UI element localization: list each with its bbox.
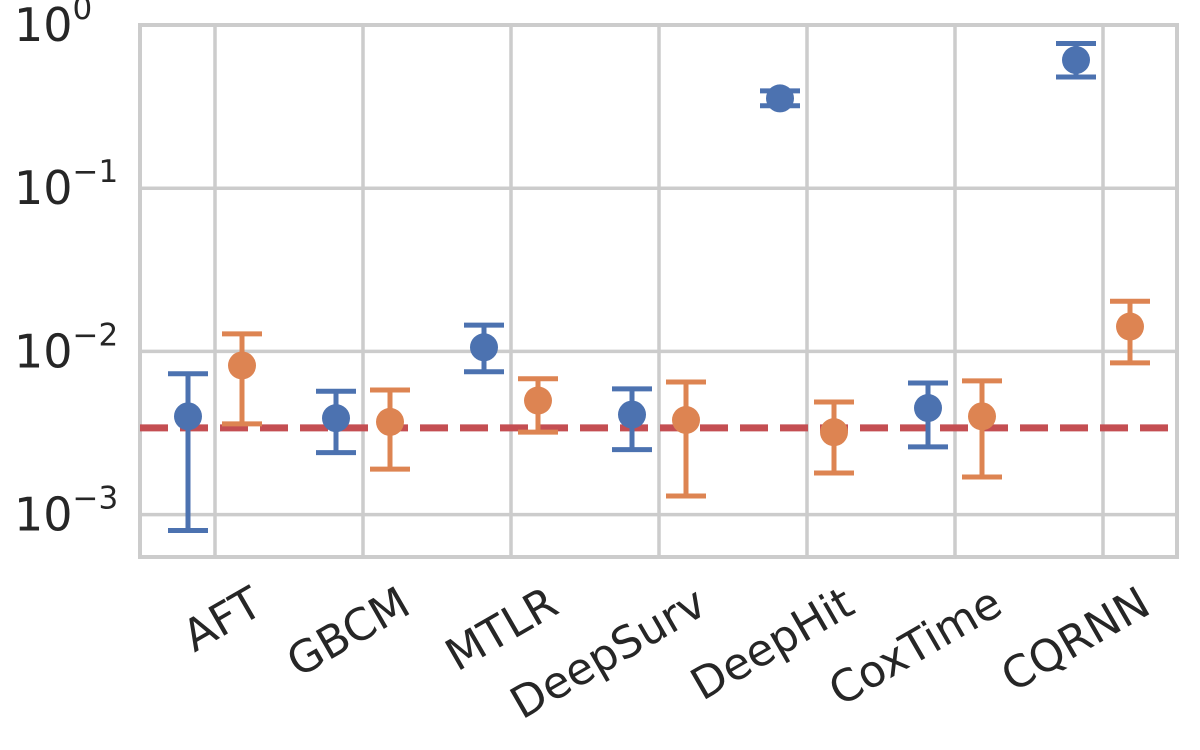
data-point-1: [316, 388, 356, 456]
marker: [1062, 46, 1090, 75]
y-tick-base: 10: [14, 324, 73, 378]
marker: [968, 402, 996, 431]
data-point-2: [222, 331, 262, 427]
data-point-1: [464, 322, 504, 375]
data-point-2: [666, 379, 706, 499]
marker: [1116, 312, 1144, 341]
marker: [322, 404, 350, 433]
data-point-1: [168, 371, 208, 533]
data-point-2: [518, 376, 558, 435]
x-tick-label: CQRNN: [993, 577, 1159, 702]
y-tick-label: 10−1: [14, 154, 118, 215]
x-tick-label: GBCM: [279, 577, 419, 687]
marker: [174, 402, 202, 431]
data-point-2: [814, 399, 854, 476]
y-tick-base: 10: [14, 161, 73, 215]
y-tick-exponent: −2: [73, 317, 119, 353]
y-tick: 100: [14, 0, 92, 52]
y-tick: 10−3: [14, 481, 118, 542]
data-point-2: [962, 378, 1002, 480]
y-tick-exponent: −1: [73, 154, 119, 190]
marker: [524, 386, 552, 415]
marker: [618, 400, 646, 429]
data-point-1: [760, 84, 800, 113]
marker: [914, 394, 942, 423]
y-tick-exponent: −3: [73, 481, 119, 517]
marker: [470, 333, 498, 362]
data-point-1: [908, 380, 948, 450]
x-tick-label: AFT: [174, 577, 270, 662]
y-tick-base: 10: [14, 488, 73, 542]
y-tick-label: 10−2: [14, 317, 118, 378]
data-point-1: [612, 386, 652, 453]
marker: [672, 405, 700, 434]
y-tick: 10−2: [14, 317, 118, 378]
y-tick-label: 100: [14, 0, 92, 52]
marker: [376, 407, 404, 436]
marker: [820, 418, 848, 447]
marker: [228, 351, 256, 380]
y-tick-base: 10: [14, 0, 73, 52]
data-point-2: [370, 387, 410, 472]
y-tick-exponent: 0: [73, 0, 93, 27]
data-point-2: [1110, 298, 1150, 366]
y-tick-label: 10−3: [14, 481, 118, 542]
marker: [766, 84, 794, 113]
data-point-1: [1056, 41, 1096, 80]
y-tick: 10−1: [14, 154, 118, 215]
